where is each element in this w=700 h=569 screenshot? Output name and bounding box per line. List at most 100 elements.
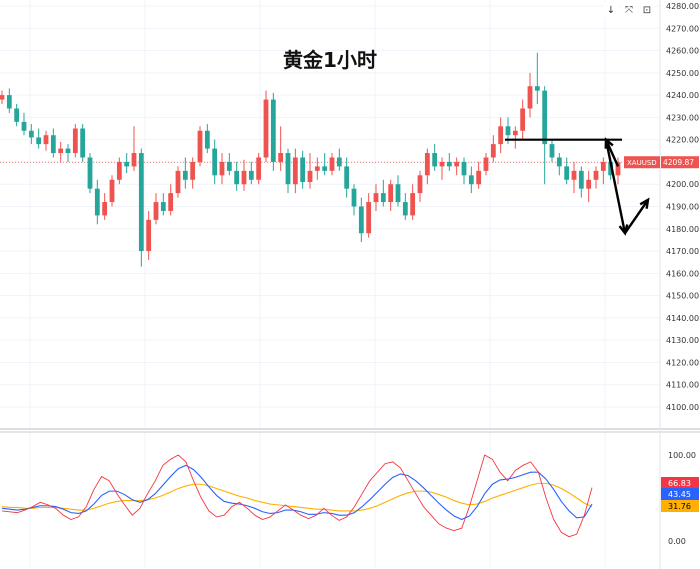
candle-body (263, 99, 269, 158)
candle-body (285, 153, 291, 185)
candle-body (256, 157, 262, 180)
fullscreen-icon[interactable]: ⤧ (621, 2, 637, 18)
candle-body (615, 162, 621, 176)
candle-body (336, 157, 342, 167)
candles (0, 52, 621, 267)
chart-title: 黄金1小时 (283, 48, 377, 72)
candle-body (468, 175, 474, 185)
candle-body (204, 130, 210, 149)
candle-body (593, 170, 599, 180)
overlay (505, 137, 650, 236)
candle-body (182, 170, 188, 180)
symbol-price-tag: XAUUSD 4209.87 (624, 156, 699, 169)
candle-body (512, 130, 518, 136)
candle-body (571, 170, 577, 180)
symbol-tag-label: XAUUSD (627, 159, 657, 167)
candle-body (168, 193, 174, 211)
candle-body (21, 121, 27, 131)
download-icon[interactable]: ↓ (603, 2, 619, 18)
indicator-line (1, 454, 593, 538)
candle-body (197, 130, 203, 162)
candle-body (36, 137, 42, 145)
price-axis: 4280.00 4270.00 4260.00 4250.00 4240.00 4230.… (624, 2, 699, 546)
candle-body (454, 161, 460, 167)
projection-arrow-rebound-head (639, 197, 650, 209)
candle-body (212, 148, 218, 176)
price-tick-label: 4120.00 (666, 358, 699, 367)
symbol-tag-bg (624, 156, 660, 169)
candle-body (175, 170, 181, 194)
indicator-value-label: 43.45 (668, 490, 691, 499)
price-tick-label: 4150.00 (666, 292, 699, 301)
candle-body (153, 202, 159, 220)
candle-body (534, 86, 540, 91)
price-tick-label: 4240.00 (666, 91, 699, 100)
candle-body (578, 170, 584, 189)
candle-body (476, 170, 482, 185)
projection-arrow-rebound (624, 199, 649, 234)
price-tick-label: 4260.00 (666, 47, 699, 56)
projection-arrow-down (604, 139, 627, 234)
price-tick-label: 4200.00 (666, 180, 699, 189)
price-tag-bg (661, 156, 699, 169)
price-tag-value: 4209.87 (663, 158, 694, 167)
candle-body (329, 157, 335, 171)
price-tick-label: 4230.00 (666, 113, 699, 122)
candle-body (351, 188, 357, 207)
indicator-value-label: 66.83 (668, 479, 691, 488)
candle-body (28, 130, 34, 138)
candle-body (102, 202, 108, 216)
candle-body (424, 153, 430, 176)
price-tick-label: 4160.00 (666, 269, 699, 278)
candle-body (226, 161, 232, 171)
indicator-tick-label: 0.00 (668, 537, 686, 546)
candle-body (124, 161, 130, 167)
candle-body (248, 170, 254, 180)
candle-body (314, 166, 320, 171)
candle-body (542, 90, 548, 145)
candle-body (564, 166, 570, 180)
candle-body (366, 202, 372, 234)
candle-body (58, 148, 64, 154)
candle-body (270, 99, 276, 162)
candle-body (50, 135, 56, 154)
candle-body (600, 161, 606, 171)
candle-body (358, 206, 364, 234)
candle-body (131, 153, 137, 167)
candle-body (410, 193, 416, 216)
price-tick-label: 4270.00 (666, 24, 699, 33)
price-tick-label: 4280.00 (666, 2, 699, 11)
camera-icon[interactable]: ⊡ (639, 2, 655, 18)
candle-body (556, 157, 562, 167)
candle-body (490, 144, 496, 158)
candle-body (322, 166, 328, 171)
indicator-line (1, 482, 593, 512)
candle-body (146, 219, 152, 252)
candle-body (219, 161, 225, 176)
price-tick-label: 4100.00 (666, 403, 699, 412)
candle-body (520, 108, 526, 131)
candle-body (160, 202, 166, 211)
price-tick-label: 4250.00 (666, 69, 699, 78)
candle-body (6, 95, 12, 109)
candle-body (402, 202, 408, 216)
indicator-line (1, 464, 593, 521)
candle-body (432, 153, 438, 167)
candle-body (527, 86, 533, 109)
price-tick-label: 4190.00 (666, 203, 699, 212)
candle-body (439, 161, 445, 167)
candle-body (109, 179, 115, 203)
candle-body (498, 126, 504, 145)
candle-body (94, 188, 100, 216)
candle-body (292, 157, 298, 185)
candle-body (80, 128, 86, 158)
candle-body (307, 170, 313, 182)
candle-body (417, 175, 423, 194)
candle-body (388, 184, 394, 203)
candle-body (0, 95, 5, 100)
candle-body (278, 153, 284, 162)
candle-body (138, 153, 144, 252)
candle-body (446, 161, 452, 167)
